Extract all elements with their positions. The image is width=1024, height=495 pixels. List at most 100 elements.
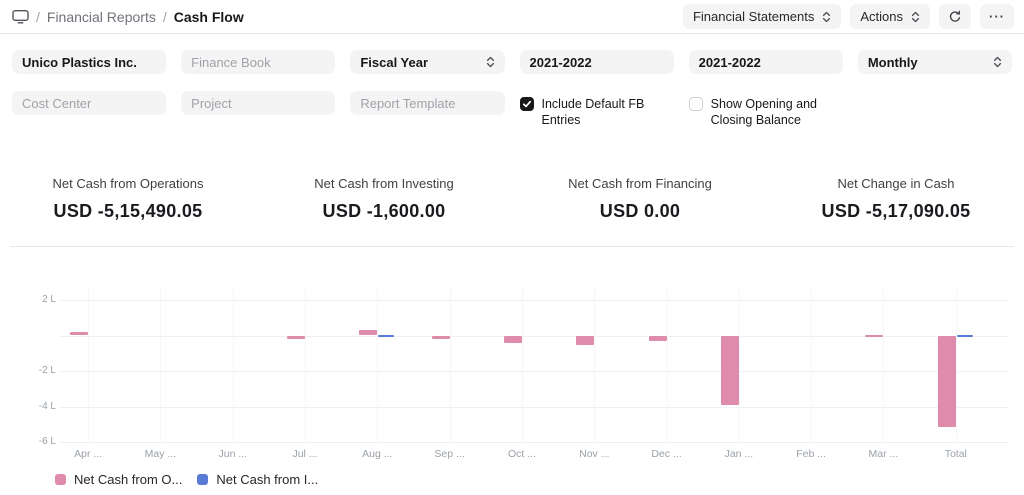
chart-bar-operations [720, 335, 739, 406]
x-axis-tick-label: Nov ... [579, 448, 610, 460]
filter-cost-center[interactable]: Cost Center [12, 91, 167, 115]
filter-report-template[interactable]: Report Template [350, 91, 505, 115]
x-axis-tick-label: Sep ... [434, 448, 465, 460]
cash-flow-chart: 2 L -2 L -4 L -6 L Apr ... May ... Jun ... Jul … [0, 260, 1024, 495]
x-axis-tick-label: Total [944, 448, 967, 460]
filter-finance-book-value: Finance Book [191, 54, 271, 70]
updown-chevron-icon [911, 11, 920, 23]
x-axis-tick-label: Aug ... [362, 448, 393, 460]
filter-project[interactable]: Project [181, 91, 336, 115]
checkbox-include-default-fb-entries[interactable]: Include Default FB Entries [519, 91, 674, 128]
x-axis-tick-label: May ... [144, 448, 177, 460]
x-axis-tick-label: Jan ... [724, 448, 754, 460]
filter-report-template-value: Report Template [360, 95, 456, 111]
chart-bar-operations [576, 335, 595, 346]
filter-interval[interactable]: Monthly [857, 50, 1012, 74]
x-axis-tick-label: Dec ... [651, 448, 682, 460]
updown-chevron-icon [993, 56, 1002, 68]
checked-checkbox-icon[interactable] [519, 97, 534, 111]
breadcrumb-separator: / [36, 8, 40, 25]
summary-card-value: USD -5,17,090.05 [821, 201, 971, 221]
filter-interval-value: Monthly [867, 54, 918, 70]
summary-card-value: USD -1,600.00 [322, 201, 446, 221]
desktop-icon[interactable] [12, 9, 29, 24]
more-button[interactable]: ··· [980, 4, 1014, 29]
breadcrumb-separator: / [162, 8, 167, 25]
chart-vertical-gridline [305, 286, 306, 442]
filter-finance-book[interactable]: Finance Book [181, 50, 336, 74]
actions-dropdown[interactable]: Actions [850, 4, 930, 29]
chart-bar-operations [359, 330, 378, 336]
filter-to-year-value: 2021-2022 [698, 54, 761, 70]
summary-card-label: Net Cash from Operations [52, 176, 204, 191]
chart-bar-operations [937, 335, 956, 427]
financial-statements-dropdown[interactable]: Financial Statements [682, 4, 842, 29]
refresh-button[interactable] [939, 4, 971, 29]
chart-vertical-gridline [955, 286, 957, 442]
chart-bar-investing [378, 334, 395, 337]
updown-chevron-icon [486, 56, 495, 68]
checkbox-show-opening-closing-balance[interactable]: Show Opening and Closing Balance [688, 91, 843, 128]
chart-gridline [60, 406, 1008, 408]
refresh-icon [948, 10, 962, 24]
filter-cost-center-value: Cost Center [22, 95, 92, 111]
chart-vertical-gridline [883, 286, 885, 442]
chart-bar-investing [956, 334, 973, 337]
filter-from-year-value: 2021-2022 [529, 54, 592, 70]
topbar: / Financial Reports / Cash Flow Financia… [0, 0, 1024, 34]
filter-company-value: Unico Plastics Inc. [22, 54, 137, 70]
filter-to-year[interactable]: 2021-2022 [688, 50, 843, 74]
x-axis-tick-label: Apr ... [74, 448, 103, 460]
summary-card-value: USD 0.00 [599, 201, 681, 221]
filter-from-year[interactable]: 2021-2022 [519, 50, 674, 74]
y-axis-tick-label: -4 L [38, 400, 56, 412]
summary-card-label: Net Change in Cash [837, 176, 955, 191]
legend-swatch-icon [55, 474, 66, 485]
y-axis-tick-label: -2 L [38, 365, 56, 376]
y-axis-tick-label: 2 L [42, 294, 56, 305]
filter-period-basis[interactable]: Fiscal Year [350, 50, 505, 74]
breadcrumb: / Financial Reports / Cash Flow [12, 9, 244, 25]
chart-bar-operations [287, 335, 305, 339]
page-title: Cash Flow [173, 8, 244, 25]
chart-bar-operations [648, 335, 667, 342]
section-divider [10, 246, 1014, 247]
chart-gridline [60, 442, 1008, 443]
summary-card: Net Cash from Operations USD -5,15,490.05 [0, 176, 256, 222]
summary-card-label: Net Cash from Investing [314, 176, 454, 191]
chart-gridline [60, 335, 1008, 337]
chart-bar-operations [865, 334, 884, 337]
topbar-actions: Financial Statements Actions [682, 4, 1014, 29]
filter-project-value: Project [191, 95, 232, 111]
legend-label: Net Cash from I... [216, 472, 319, 487]
chart-gridline [60, 371, 1008, 372]
x-axis-tick-label: Oct ... [507, 448, 536, 460]
y-axis-tick-label: -6 L [38, 436, 56, 447]
legend-item: Net Cash from I... [197, 472, 318, 487]
summary-cards: Net Cash from Operations USD -5,15,490.05… [0, 176, 1024, 222]
chart-vertical-gridline [811, 286, 813, 442]
chart-bar-operations [504, 335, 522, 343]
checkbox-label: Include Default FB Entries [541, 97, 645, 127]
summary-card-label: Net Cash from Financing [568, 176, 712, 191]
legend-item: Net Cash from O... [55, 472, 182, 487]
breadcrumb-section[interactable]: Financial Reports [46, 8, 156, 25]
unchecked-checkbox-icon[interactable] [688, 97, 703, 111]
chart-vertical-gridline [232, 286, 234, 442]
checkbox-label: Show Opening and Closing Balance [710, 97, 817, 127]
filter-period-basis-value: Fiscal Year [360, 54, 429, 70]
chart-bar-operations [70, 331, 89, 336]
x-axis-tick-label: Mar ... [868, 448, 899, 460]
chart-gridline [60, 300, 1008, 301]
chart-vertical-gridline [88, 286, 90, 442]
chart-vertical-gridline [160, 286, 162, 442]
chart-legend: Net Cash from O... Net Cash from I... [55, 472, 318, 487]
summary-card: Net Cash from Investing USD -1,600.00 [256, 176, 512, 222]
chart-bar-operations [431, 335, 450, 340]
filter-company[interactable]: Unico Plastics Inc. [12, 50, 167, 74]
summary-card-value: USD -5,15,490.05 [53, 201, 203, 221]
chart-vertical-gridline [594, 286, 596, 442]
legend-swatch-icon [197, 474, 209, 485]
legend-label: Net Cash from O... [74, 472, 183, 487]
